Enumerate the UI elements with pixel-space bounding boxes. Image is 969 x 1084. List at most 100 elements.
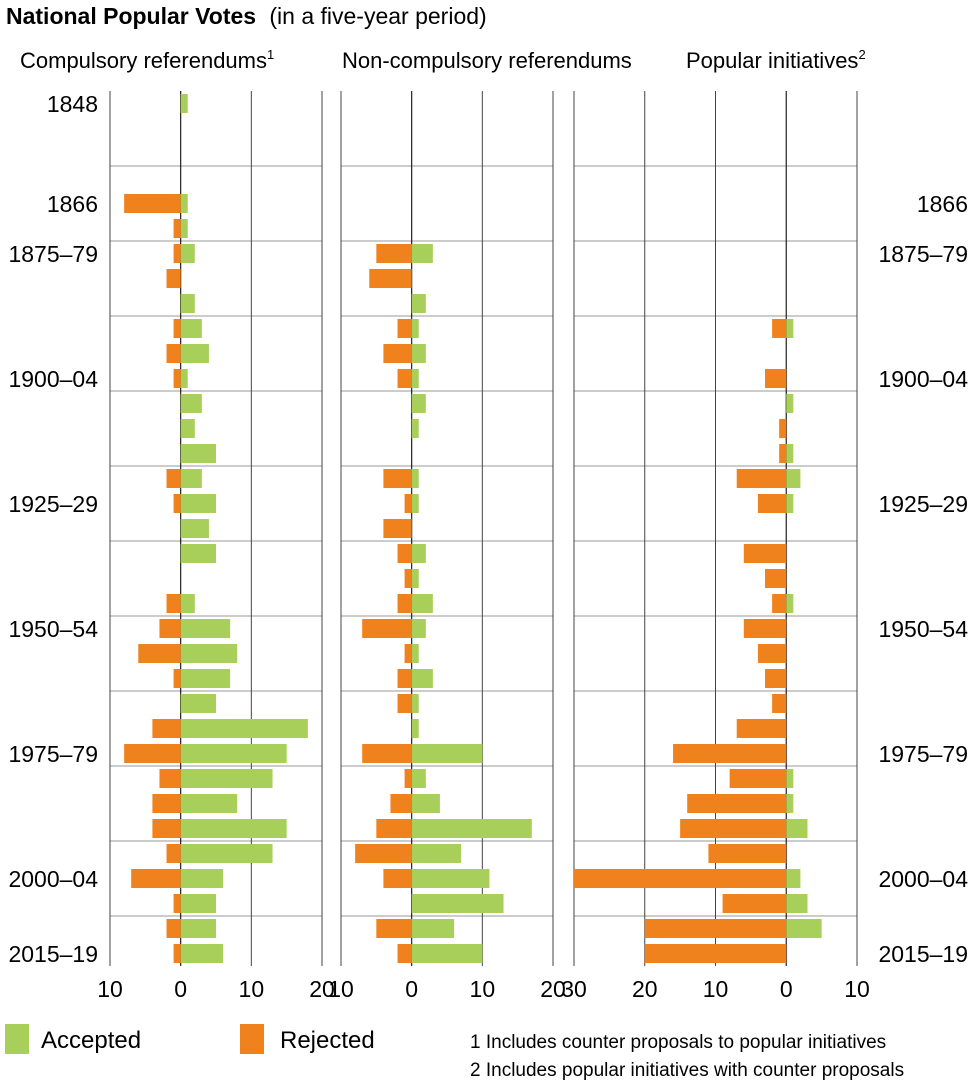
bar-accepted [411, 469, 419, 488]
bar-accepted [411, 944, 483, 963]
row-label-right: 1866 [917, 191, 968, 217]
row-label-left: 1975–79 [8, 741, 98, 767]
bar-rejected [173, 494, 181, 513]
bar-accepted [411, 244, 433, 263]
bar-rejected [362, 619, 412, 638]
row-label-left: 1848 [47, 91, 98, 117]
bar-rejected [166, 469, 181, 488]
bar-rejected [397, 544, 412, 563]
chart-title: National Popular Votes [6, 3, 256, 29]
bar-accepted [180, 244, 195, 263]
panel-title: Compulsory referendums1 [20, 47, 274, 73]
bar-rejected [404, 769, 412, 788]
row-label-right: 2000–04 [878, 866, 968, 892]
x-tick-label: 0 [780, 976, 793, 1002]
x-tick-label: 0 [174, 976, 187, 1002]
bar-rejected [369, 269, 412, 288]
bar-rejected [729, 769, 787, 788]
bar-rejected [159, 769, 181, 788]
bar-rejected [376, 919, 412, 938]
bar-rejected [173, 669, 181, 688]
bar-accepted [411, 394, 426, 413]
bar-accepted [180, 844, 273, 863]
row-label-right: 1950–54 [878, 616, 968, 642]
bar-rejected [397, 944, 412, 963]
bar-accepted [411, 819, 532, 838]
x-tick-label: 10 [239, 976, 265, 1002]
row-label-right: 1900–04 [878, 366, 968, 392]
bar-rejected [708, 844, 787, 863]
bar-accepted [786, 894, 808, 913]
legend-label-rejected: Rejected [280, 1027, 375, 1054]
bar-rejected [397, 694, 412, 713]
bar-accepted [180, 794, 238, 813]
chart-subtitle: (in a five-year period) [269, 3, 486, 29]
bar-accepted [180, 444, 216, 463]
bar-rejected [383, 344, 412, 363]
footnote-1: 1 Includes counter proposals to popular … [470, 1032, 886, 1053]
bar-accepted [786, 769, 794, 788]
bar-rejected [397, 319, 412, 338]
legend-swatch-rejected [240, 1024, 264, 1054]
bar-accepted [411, 869, 490, 888]
legend-label-accepted: Accepted [41, 1027, 141, 1054]
bar-accepted [411, 369, 419, 388]
bar-rejected [743, 544, 787, 563]
panel-2: 10 0 10 20 Non-compulsory referendums [328, 48, 632, 1002]
bar-rejected [173, 244, 181, 263]
x-tick-label: 10 [97, 976, 123, 1002]
bar-accepted [411, 294, 426, 313]
bar-accepted [411, 594, 433, 613]
bar-rejected [376, 244, 412, 263]
bar-rejected [390, 794, 412, 813]
bar-accepted [180, 819, 287, 838]
bar-rejected [355, 844, 412, 863]
bar-rejected [124, 194, 181, 213]
bar-accepted [411, 769, 426, 788]
bar-accepted [786, 394, 794, 413]
bar-rejected [124, 744, 181, 763]
row-label-right: 1925–29 [878, 491, 968, 517]
x-tick-label: 20 [540, 976, 566, 1002]
bar-accepted [411, 694, 419, 713]
bar-accepted [411, 344, 426, 363]
bar-accepted [180, 419, 195, 438]
bar-rejected [765, 569, 787, 588]
bar-accepted [786, 444, 794, 463]
bar-rejected [362, 744, 412, 763]
bar-accepted [411, 619, 426, 638]
row-label-right: 2015–19 [878, 941, 968, 967]
bar-accepted [411, 719, 419, 738]
panel-1: 10 0 10 20 Compulsory referendums1 [20, 47, 335, 1002]
bar-rejected [166, 594, 181, 613]
bar-rejected [772, 319, 787, 338]
panel-title: Non-compulsory referendums [342, 48, 632, 73]
bar-accepted [180, 594, 195, 613]
bar-rejected [166, 344, 181, 363]
chart-title-line: National Popular Votes (in a five-year p… [6, 3, 487, 30]
bar-rejected [383, 469, 412, 488]
bar-rejected [152, 819, 181, 838]
footnote-marker: 2 [858, 47, 865, 62]
bar-rejected [152, 719, 181, 738]
bar-rejected [779, 444, 787, 463]
bar-rejected [574, 869, 787, 888]
bar-accepted [411, 644, 419, 663]
bar-accepted [786, 919, 822, 938]
bar-accepted [180, 319, 202, 338]
bar-accepted [180, 944, 224, 963]
panel-3: 30 20 10 0 10 Popular initiatives2 [561, 47, 870, 1002]
bar-rejected [779, 419, 787, 438]
bar-accepted [180, 94, 188, 113]
bar-accepted [180, 194, 188, 213]
footnote-marker: 1 [267, 47, 274, 62]
bar-accepted [411, 794, 440, 813]
bar-accepted [786, 869, 801, 888]
x-tick-label: 10 [470, 976, 496, 1002]
footnote-2: 2 Includes popular initiatives with coun… [470, 1060, 904, 1081]
bar-accepted [180, 519, 209, 538]
bar-accepted [180, 544, 216, 563]
bar-accepted [180, 644, 238, 663]
bar-rejected [159, 619, 181, 638]
